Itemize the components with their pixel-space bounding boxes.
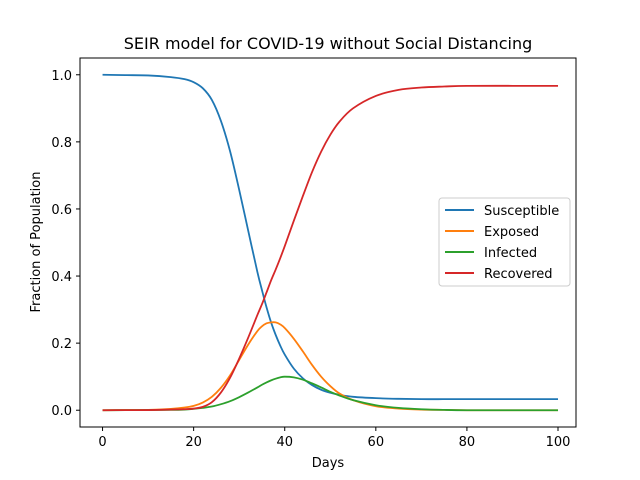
legend-label-susceptible: Susceptible: [484, 204, 559, 219]
legend-box: [438, 197, 571, 287]
plot-frame: [79, 57, 577, 428]
legend-label-infected: Infected: [484, 246, 537, 261]
y-tick-label: 0.0: [51, 404, 72, 419]
series-line-exposed: [102, 321, 559, 412]
y-tick-label: 0.6: [51, 203, 72, 218]
x-tick-label: 60: [368, 435, 385, 450]
series-line-recovered: [102, 84, 559, 412]
series-line-susceptible: [102, 73, 559, 401]
y-tick-label: 0.2: [51, 337, 72, 352]
y-axis-label: Fraction of Population: [29, 172, 44, 313]
x-tick-label: 100: [546, 435, 571, 450]
x-tick-label: 20: [185, 435, 202, 450]
legend-label-recovered: Recovered: [484, 267, 553, 282]
x-axis-label: Days: [312, 456, 345, 471]
x-tick-label: 80: [459, 435, 476, 450]
x-tick-label: 40: [276, 435, 293, 450]
y-tick-label: 0.4: [51, 270, 72, 285]
y-tick-label: 1.0: [51, 69, 72, 84]
y-tick-label: 0.8: [51, 136, 72, 151]
chart-title: SEIR model for COVID-19 without Social D…: [124, 34, 532, 53]
x-tick-label: 0: [98, 435, 106, 450]
axes-layer: 0 20 40 60 80 100 0.0 0.2 0.4 0.6 0.8 1.0: [51, 57, 577, 450]
legend: Susceptible Exposed Infected Recovered: [438, 197, 571, 287]
legend-label-exposed: Exposed: [484, 225, 539, 240]
series-layer: [102, 73, 559, 412]
